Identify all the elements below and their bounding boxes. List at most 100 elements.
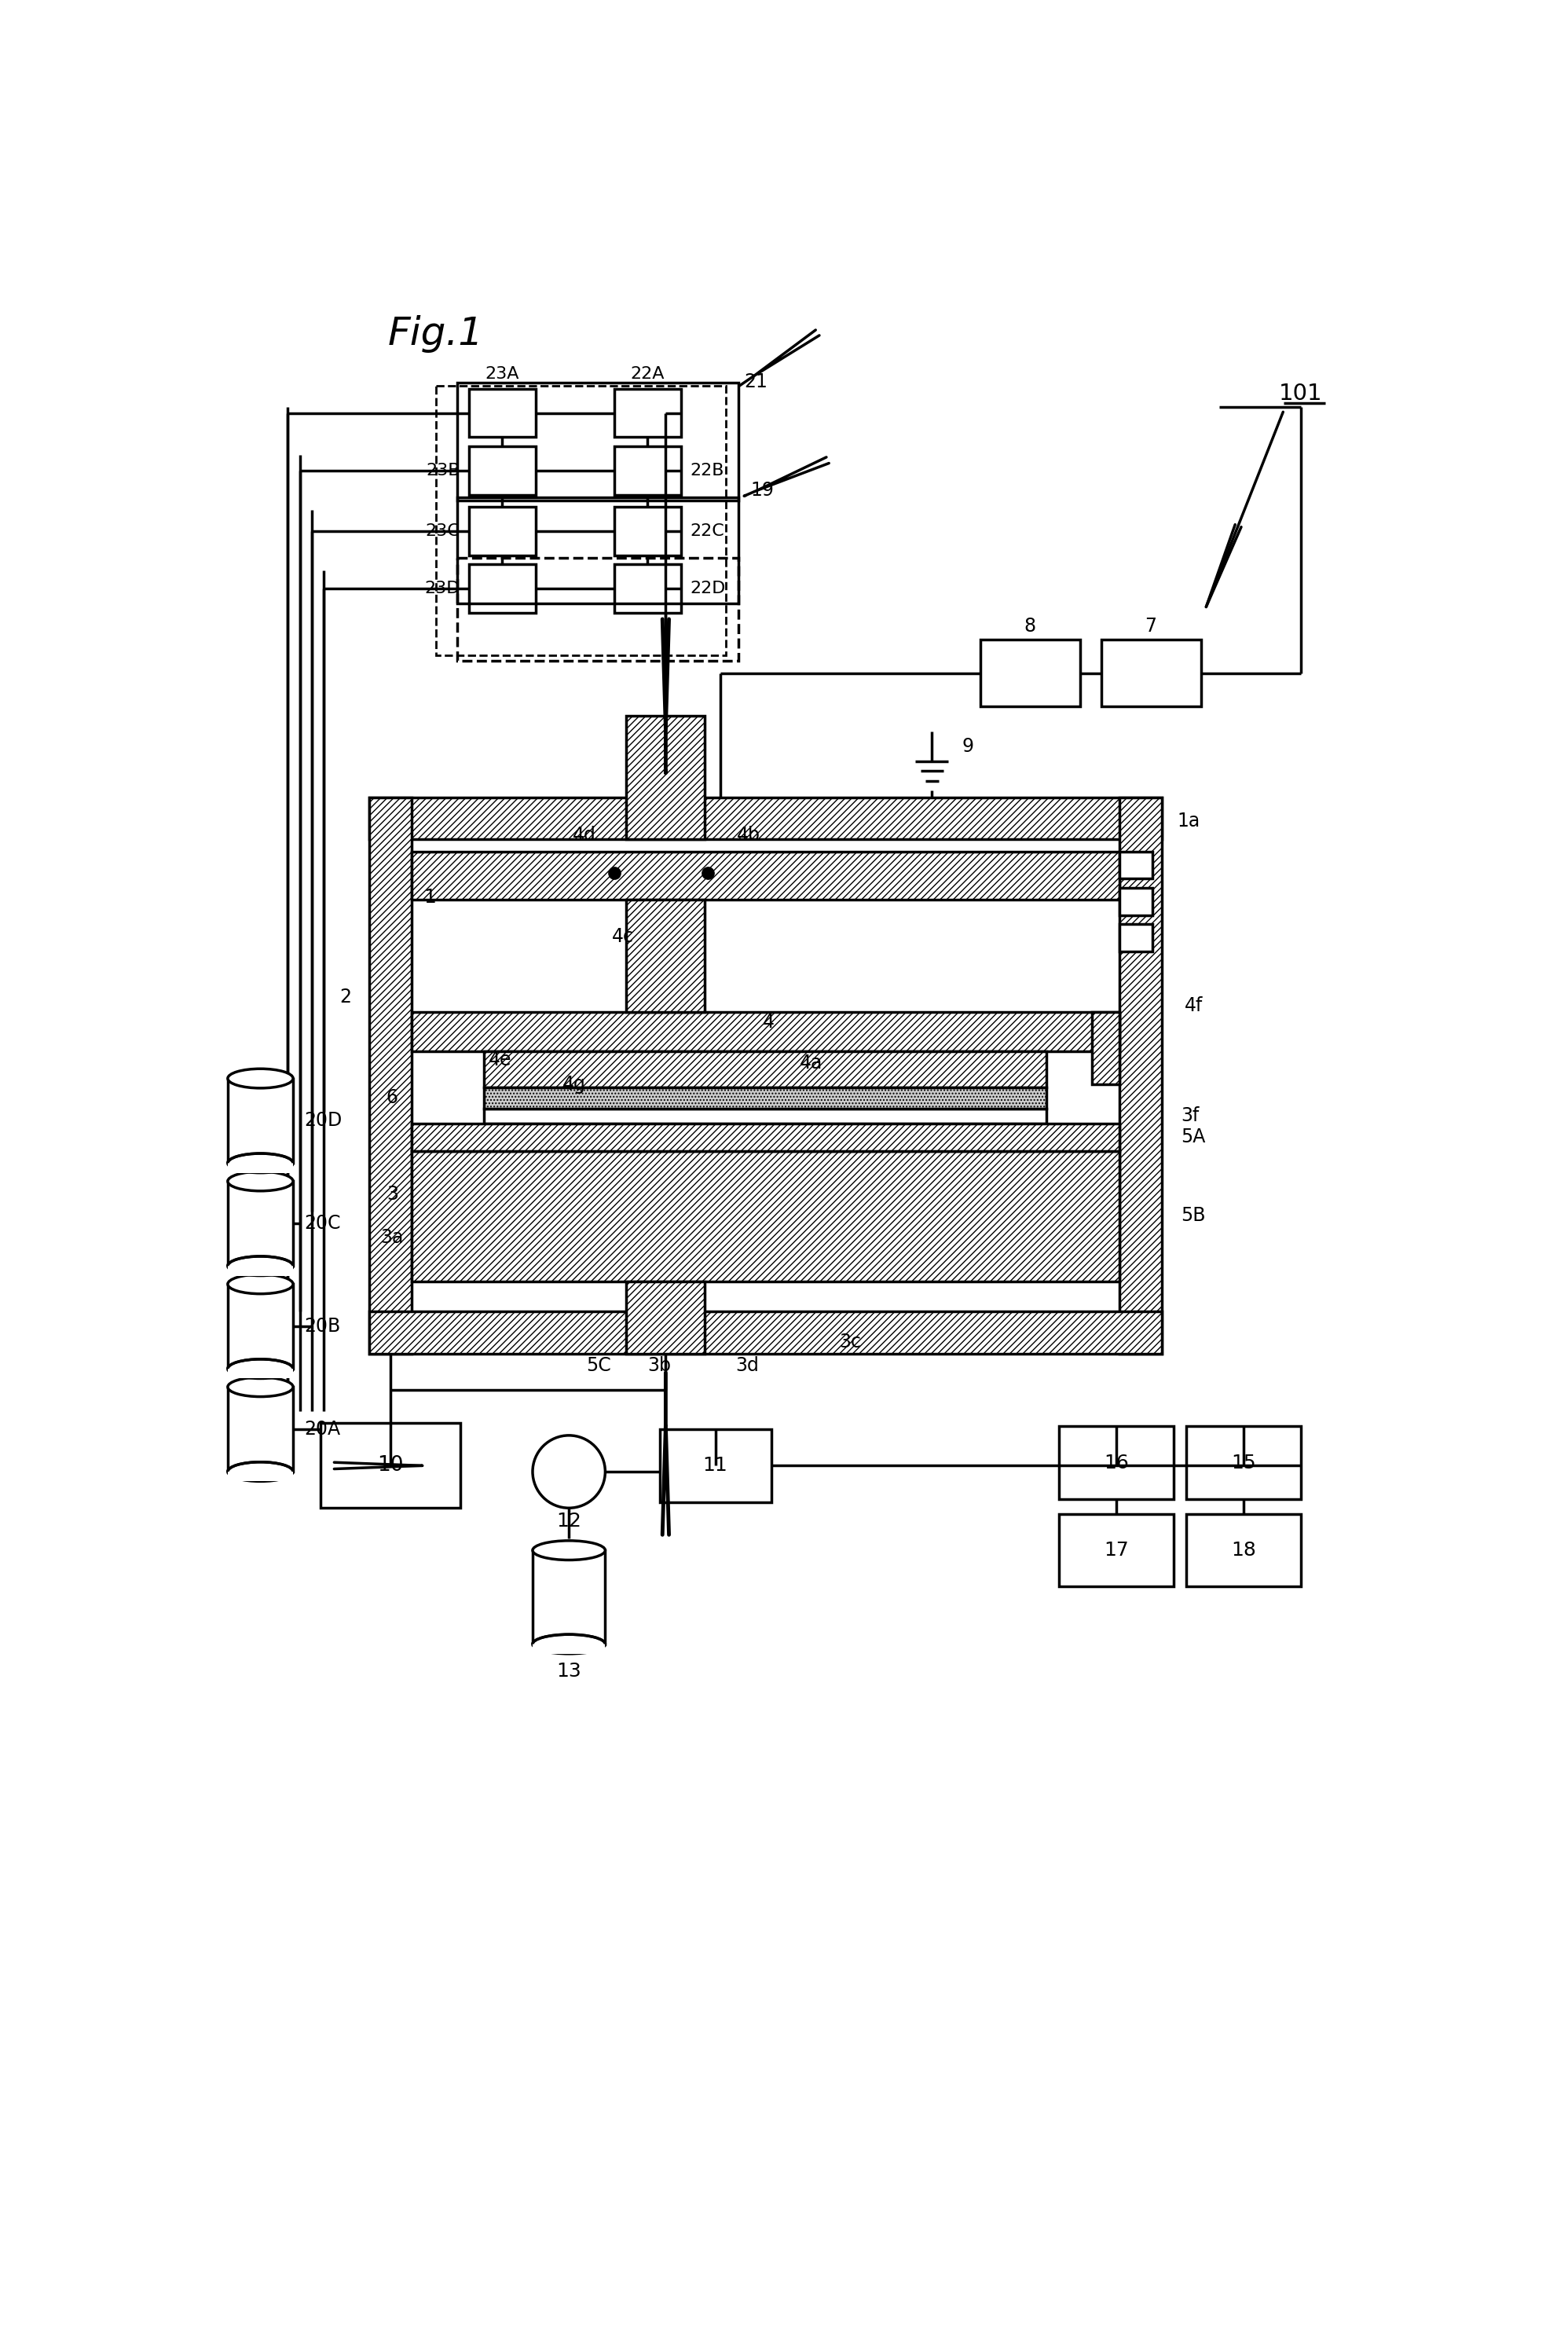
Text: 8: 8 [1024, 618, 1036, 637]
Bar [660, 1430, 771, 1502]
Bar [1120, 798, 1162, 1353]
Text: 22B: 22B [690, 462, 724, 478]
Text: 17: 17 [1104, 1541, 1129, 1560]
Bar [1120, 851, 1152, 879]
Bar [227, 1369, 293, 1378]
Text: 101: 101 [1279, 382, 1323, 403]
Bar [370, 798, 412, 1353]
Bar [615, 389, 681, 436]
Text: 23D: 23D [425, 581, 459, 597]
Bar [456, 382, 739, 501]
Ellipse shape [227, 1276, 293, 1294]
Text: 4f: 4f [1185, 996, 1203, 1014]
Text: 19: 19 [751, 480, 775, 499]
Bar [485, 1052, 1047, 1087]
Bar [227, 1164, 293, 1173]
Ellipse shape [227, 1378, 293, 1397]
Text: 20D: 20D [304, 1112, 342, 1131]
Bar [436, 385, 726, 655]
Bar [1058, 1513, 1174, 1586]
Bar [1120, 923, 1152, 951]
Ellipse shape [227, 1154, 293, 1173]
Bar [615, 564, 681, 613]
Text: 1: 1 [423, 888, 436, 907]
Text: 3b: 3b [648, 1357, 671, 1376]
Bar [615, 445, 681, 494]
Text: 11: 11 [702, 1455, 728, 1476]
Bar [456, 557, 739, 660]
Text: 5C: 5C [586, 1357, 612, 1376]
Text: 2: 2 [339, 986, 351, 1005]
Bar [412, 851, 1120, 900]
Text: 23A: 23A [485, 366, 519, 382]
Text: 13: 13 [557, 1663, 582, 1681]
Text: 5B: 5B [1181, 1206, 1206, 1224]
Bar [626, 716, 706, 840]
Bar [370, 1311, 1162, 1353]
Bar [412, 1152, 1120, 1280]
Text: 6: 6 [386, 1089, 398, 1108]
Text: 22D: 22D [690, 581, 726, 597]
Bar [1093, 1012, 1120, 1084]
Ellipse shape [227, 1068, 293, 1089]
Text: 3: 3 [386, 1185, 398, 1203]
Text: 7: 7 [1145, 618, 1157, 637]
Bar [1101, 639, 1201, 707]
Text: 9: 9 [963, 737, 974, 756]
Bar [469, 564, 536, 613]
Bar [980, 639, 1080, 707]
Text: 5A: 5A [1181, 1129, 1206, 1147]
Text: 4: 4 [762, 1012, 775, 1031]
Ellipse shape [533, 1635, 605, 1653]
Bar [1120, 888, 1152, 914]
Bar [227, 1471, 293, 1481]
Bar [533, 1644, 605, 1653]
Text: 21: 21 [745, 373, 768, 392]
Ellipse shape [227, 1257, 293, 1276]
Text: 4d: 4d [572, 826, 596, 844]
Text: 20C: 20C [304, 1215, 340, 1234]
Text: 12: 12 [557, 1511, 582, 1530]
Ellipse shape [227, 1360, 293, 1378]
Text: 20B: 20B [304, 1318, 340, 1336]
Bar [412, 1012, 1120, 1052]
Bar [615, 506, 681, 555]
Text: 20A: 20A [304, 1420, 340, 1439]
Text: Fig.1: Fig.1 [387, 315, 483, 352]
Bar [485, 1108, 1047, 1124]
Bar [1185, 1427, 1301, 1499]
Bar [227, 1077, 293, 1164]
Bar [485, 1087, 1047, 1108]
Text: 4g: 4g [561, 1075, 585, 1094]
Text: 1a: 1a [1178, 812, 1200, 830]
Text: 3a: 3a [381, 1229, 405, 1248]
Ellipse shape [227, 1462, 293, 1481]
Bar [626, 900, 706, 1012]
Bar [626, 1280, 706, 1353]
Bar [227, 1388, 293, 1471]
Ellipse shape [227, 1171, 293, 1192]
Bar [456, 497, 739, 604]
Text: 15: 15 [1231, 1453, 1256, 1471]
Bar [412, 1124, 1120, 1152]
Text: 23B: 23B [426, 462, 459, 478]
Text: 4a: 4a [800, 1054, 822, 1073]
Text: 22C: 22C [690, 522, 724, 539]
Bar [469, 445, 536, 494]
Text: 3d: 3d [735, 1357, 759, 1376]
Text: 18: 18 [1231, 1541, 1256, 1560]
Text: 4b: 4b [737, 826, 760, 844]
Text: 22A: 22A [630, 366, 665, 382]
Text: 3f: 3f [1181, 1105, 1200, 1126]
Bar [227, 1182, 293, 1266]
Text: 23C: 23C [425, 522, 459, 539]
Text: 3c: 3c [839, 1332, 861, 1350]
Text: 4e: 4e [488, 1052, 511, 1070]
Bar [227, 1285, 293, 1369]
Bar [227, 1266, 293, 1276]
Bar [370, 798, 1162, 840]
Circle shape [533, 1437, 605, 1509]
Ellipse shape [533, 1541, 605, 1560]
Text: 10: 10 [378, 1455, 403, 1476]
Bar [1185, 1513, 1301, 1586]
